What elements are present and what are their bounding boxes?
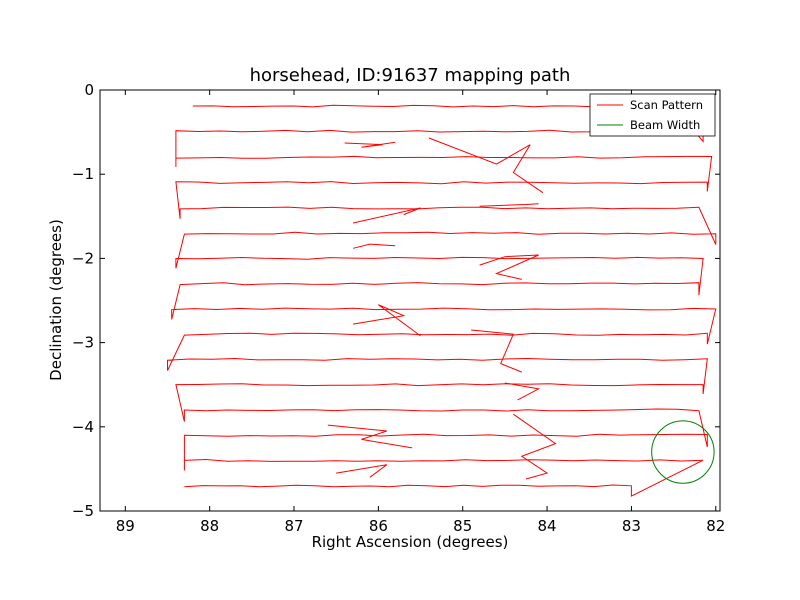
x-axis-label: Right Ascension (degrees) — [312, 533, 509, 551]
x-tick-label: 82 — [706, 517, 725, 535]
scan-pattern-excursion — [479, 203, 539, 207]
y-tick-label: −1 — [72, 165, 94, 183]
plot-area — [99, 89, 721, 512]
scan-pattern-excursion — [352, 207, 421, 224]
x-tick-label: 88 — [200, 517, 219, 535]
scan-pattern-line — [167, 104, 717, 497]
y-axis-label: Declination (degrees) — [47, 219, 65, 381]
x-tick-label: 87 — [284, 517, 303, 535]
y-tick-label: 0 — [84, 81, 94, 99]
scan-pattern-excursion — [479, 254, 539, 280]
scan-pattern-excursion — [336, 464, 388, 478]
y-axis: 0 −1 −2 −3 −4 −5 — [72, 81, 720, 520]
scan-pattern-excursion — [513, 413, 557, 480]
legend-entry-beam-width: Beam Width — [630, 118, 700, 132]
scan-pattern-excursion — [344, 141, 396, 148]
legend-entry-scan-pattern: Scan Pattern — [630, 98, 703, 112]
y-tick-label: −5 — [72, 502, 94, 520]
scan-pattern-excursion — [352, 243, 396, 249]
series-layer — [167, 104, 717, 497]
scan-pattern-excursion — [327, 424, 413, 449]
y-tick-label: −2 — [72, 249, 94, 267]
x-tick-label: 89 — [116, 517, 135, 535]
chart-title: horsehead, ID:91637 mapping path — [250, 65, 571, 86]
legend-box — [589, 93, 716, 137]
scan-pattern-excursion — [353, 304, 421, 337]
x-tick-label: 84 — [538, 517, 557, 535]
scan-pattern-excursion — [471, 329, 522, 373]
legend: Scan Pattern Beam Width — [589, 93, 716, 137]
x-tick-label: 83 — [622, 517, 641, 535]
x-tick-label: 85 — [453, 517, 472, 535]
beam-width-circle — [651, 420, 715, 484]
x-tick-label: 86 — [369, 517, 388, 535]
plot-frame — [99, 89, 721, 512]
scan-pattern-excursion — [428, 137, 544, 194]
y-tick-label: −4 — [72, 418, 94, 436]
x-axis: 89 88 87 86 85 84 83 82 — [116, 90, 725, 535]
scan-pattern-excursion — [504, 382, 541, 401]
y-tick-label: −3 — [72, 334, 94, 352]
